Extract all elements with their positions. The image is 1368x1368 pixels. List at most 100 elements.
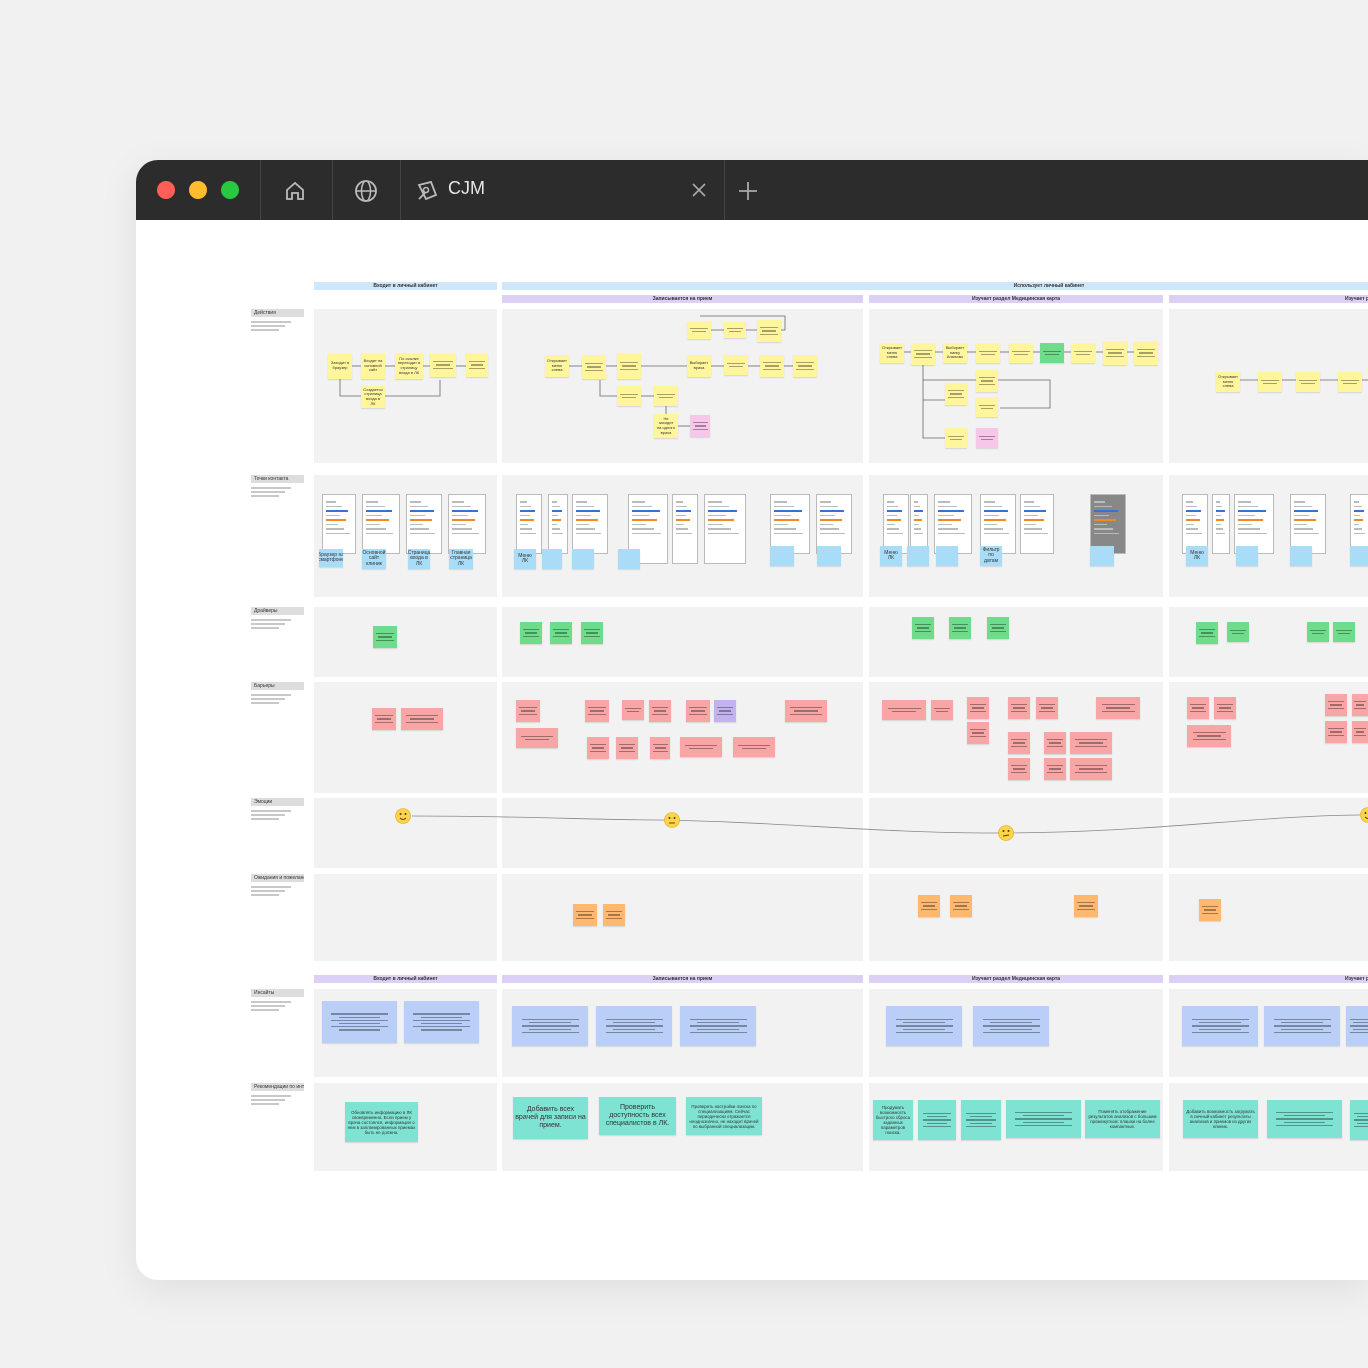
screenshot-line: [774, 505, 795, 507]
text-line: [954, 905, 968, 907]
text-line: [620, 368, 638, 370]
text-line: [798, 365, 812, 367]
touchpoint-label: [1236, 546, 1258, 566]
row-description: [251, 491, 285, 493]
sticky-note: [616, 737, 638, 759]
screenshot: [770, 494, 810, 554]
sticky-note: [1187, 725, 1231, 747]
sticky-note: [1096, 697, 1140, 719]
screenshot-line: [887, 519, 901, 521]
text-line: [796, 362, 814, 364]
text-line: [1010, 710, 1028, 712]
text-line: [689, 1031, 747, 1033]
sticky-note: [967, 722, 989, 744]
browser-window: Действия Точки контакта Драйверы Барьеры Эмо…: [136, 160, 1368, 1280]
sticky-note: [1264, 1006, 1340, 1046]
globe-icon[interactable]: [354, 179, 378, 203]
text-line: [521, 1025, 579, 1027]
screenshot-line: [1216, 505, 1223, 507]
tab-icon: [417, 180, 438, 201]
screenshot-line: [632, 505, 653, 507]
text-line: [922, 1125, 952, 1127]
screenshot-line: [1354, 501, 1359, 503]
text-line: [982, 1019, 1040, 1021]
screenshot-line: [366, 519, 390, 521]
text-line: [1281, 1022, 1323, 1024]
text-line: [1046, 771, 1064, 773]
sticky-note: [714, 700, 736, 722]
screenshot-line: [1354, 532, 1365, 534]
text-line: [585, 363, 603, 365]
screenshot-line: [452, 528, 473, 530]
emotion-face: [395, 808, 411, 824]
screenshot-line: [552, 528, 561, 530]
text-line: [922, 1113, 952, 1115]
separator: [400, 160, 401, 220]
touchpoint-label: [770, 546, 794, 566]
touchpoint-label: [1290, 546, 1312, 566]
tab-title[interactable]: CJM: [448, 178, 485, 198]
minimize-button[interactable]: [189, 181, 207, 199]
sticky-note: [1214, 697, 1236, 719]
screenshot-line: [914, 528, 921, 530]
text-line: [618, 750, 636, 752]
screenshot-line: [774, 532, 804, 534]
sticky-note: [886, 1006, 962, 1046]
text-line: [970, 1122, 992, 1124]
text-line: [951, 624, 969, 626]
text-line: [1012, 768, 1026, 770]
text-line: [338, 1029, 381, 1031]
text-line: [694, 425, 706, 427]
screenshot-line: [887, 523, 896, 525]
text-line: [914, 630, 932, 632]
screenshot-line: [410, 510, 435, 512]
screenshot-line: [632, 523, 647, 525]
screenshot-line: [520, 514, 530, 516]
text-line: [991, 627, 1005, 629]
lane-cell: [869, 309, 1163, 463]
close-button[interactable]: [157, 181, 175, 199]
close-tab-icon[interactable]: [691, 182, 707, 198]
screenshot-line: [1354, 514, 1361, 516]
text-line: [585, 632, 599, 634]
maximize-button[interactable]: [221, 181, 239, 199]
screenshot-line: [774, 510, 802, 512]
screenshot-line: [820, 514, 836, 516]
lane-cell: [502, 309, 863, 463]
text-line: [1199, 1028, 1241, 1030]
screenshot-line: [576, 532, 602, 534]
screenshot-line: [1024, 510, 1047, 512]
screenshot-line: [984, 528, 1004, 530]
text-line: [1106, 355, 1124, 357]
lane-cell: [314, 682, 497, 793]
screenshot-line: [1094, 523, 1107, 525]
touchpoint-label: Меню ЛК: [880, 546, 902, 566]
text-line: [652, 750, 668, 752]
text-line: [689, 707, 707, 709]
recommendation-note: Поменять отображение результатов анализо…: [1085, 1100, 1160, 1138]
screenshot-line: [576, 514, 592, 516]
text-line: [1043, 350, 1061, 352]
screenshot: [1212, 494, 1230, 554]
text-line: [697, 1028, 739, 1030]
new-tab-icon[interactable]: [738, 181, 758, 201]
screenshot-line: [1024, 514, 1039, 516]
screenshot-line: [1238, 505, 1259, 507]
row-description: [251, 1001, 291, 1003]
text-line: [605, 911, 623, 913]
action-note: Выбирает врача: [687, 355, 711, 377]
screenshot-line: [410, 532, 436, 534]
text-line: [689, 713, 707, 715]
lane-cell: [314, 874, 497, 961]
text-line: [552, 629, 570, 631]
text-line: [1015, 1124, 1072, 1126]
screenshot-line: [576, 501, 588, 503]
insight-stage-header: Входит в личный кабинет: [314, 975, 497, 983]
recommendation-note: Добавить возможность загружать в личный …: [1183, 1100, 1258, 1138]
action-note: По ссылке переходит в страницу входа в Л…: [395, 353, 423, 379]
sticky-note: [617, 353, 641, 379]
screenshot-line: [914, 501, 918, 503]
text-line: [697, 1022, 739, 1024]
home-icon[interactable]: [284, 180, 306, 202]
screenshot-line: [1216, 523, 1221, 525]
